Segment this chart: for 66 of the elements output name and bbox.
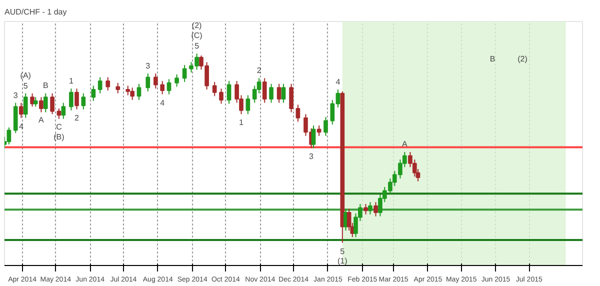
candlestick (219, 88, 224, 104)
chart-title: AUD/CHF - 1 day (4, 8, 67, 16)
candlestick (289, 83, 294, 113)
candlestick (81, 92, 86, 110)
annotation: 3 (309, 152, 314, 162)
annotation: 4 (18, 122, 24, 131)
candlestick (13, 102, 18, 134)
annotation: (A) (20, 70, 32, 80)
candlestick (6, 126, 12, 145)
candlestick (136, 83, 142, 100)
annotation: 5 (194, 42, 200, 51)
annotation: 1 (239, 118, 244, 128)
candlestick (324, 116, 328, 136)
candlestick (182, 64, 187, 82)
candlestick (106, 76, 110, 91)
candlestick (61, 102, 66, 120)
candlestick (30, 92, 34, 108)
annotation: (2) (192, 21, 202, 30)
annotation: 1 (68, 76, 74, 86)
candlestick (281, 83, 286, 104)
candlestick (50, 92, 54, 115)
candlestick (262, 78, 267, 104)
annotation: A (402, 139, 408, 148)
candlestick (226, 80, 232, 104)
annotation: 3 (13, 90, 18, 100)
candlestick (374, 202, 378, 217)
annotation: (C) (191, 31, 203, 40)
annotation: A (38, 116, 45, 125)
annotation: 4 (336, 78, 341, 87)
annotation: (1) (338, 256, 348, 266)
candlestick (19, 102, 24, 118)
candlestick (174, 74, 179, 88)
candlestick (246, 94, 250, 115)
candlestick (43, 92, 48, 113)
candlestick (23, 92, 28, 118)
annotation: C (56, 122, 62, 132)
candlestick (154, 72, 158, 90)
candlestick (98, 76, 102, 94)
annotation: 3 (146, 61, 151, 70)
candlestick (74, 88, 79, 110)
annotation: (B) (54, 132, 65, 142)
annotation: B (490, 54, 496, 64)
candlestick (412, 159, 417, 178)
annotation: (2) (518, 54, 528, 64)
candlestick (269, 83, 274, 104)
candlestick (160, 80, 165, 95)
candlestick (39, 96, 44, 113)
annotation: 2 (74, 113, 80, 122)
annotation: 5 (340, 246, 346, 256)
annotation: B (42, 80, 48, 90)
candlestick (276, 83, 282, 104)
annotation: 2 (256, 66, 262, 76)
candlestick (368, 202, 372, 215)
candlestick (166, 78, 172, 95)
candlestick (91, 85, 96, 102)
candlestick (212, 81, 217, 97)
candlestick (296, 104, 300, 122)
annotation: 5 (23, 81, 28, 90)
candlestick (33, 96, 38, 108)
candlestick (126, 85, 130, 96)
candlestick (116, 82, 120, 94)
candlestick (364, 204, 368, 215)
annotation: 4 (160, 98, 166, 108)
candlestick (56, 108, 62, 120)
candlestick (146, 72, 150, 92)
candlestick (69, 88, 74, 111)
